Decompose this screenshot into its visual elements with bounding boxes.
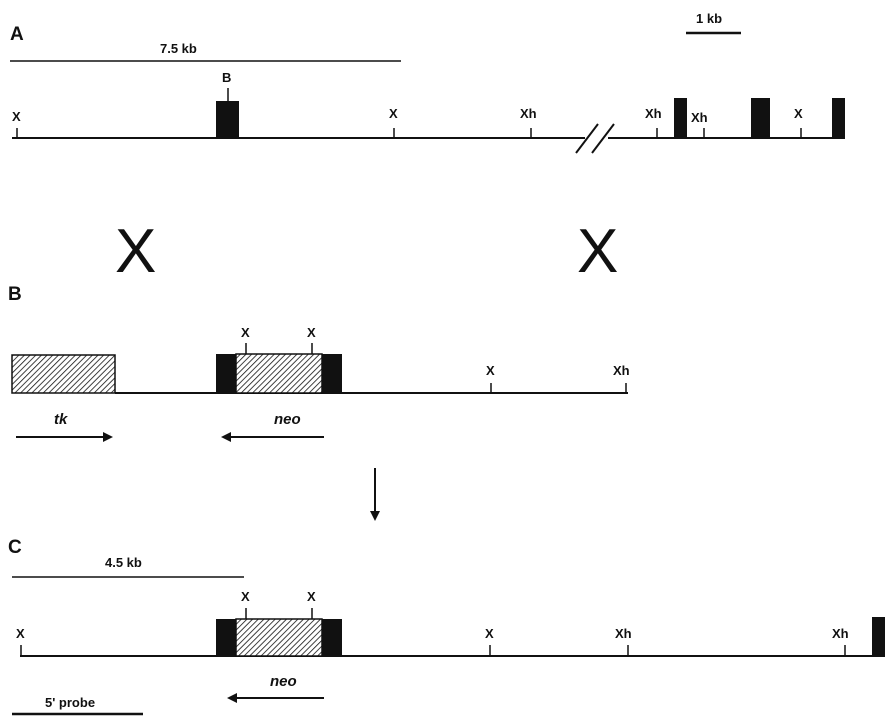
panel-a: A 7.5 kb 1 kb B X X Xh Xh Xh X bbox=[10, 11, 845, 154]
exon-a2 bbox=[674, 98, 687, 138]
exon-b-right bbox=[322, 354, 342, 393]
site-x-label: X bbox=[12, 109, 21, 124]
panel-label-a: A bbox=[10, 24, 24, 45]
exon-a4 bbox=[832, 98, 845, 138]
site-x-label: X bbox=[485, 626, 494, 641]
site-x-label: X bbox=[16, 626, 25, 641]
break-mark-1 bbox=[575, 123, 599, 154]
scale-label-7-5kb: 7.5 kb bbox=[160, 41, 197, 56]
panel-c: C 4.5 kb X X X X Xh Xh neo 5' probe bbox=[8, 537, 885, 716]
site-x-label: X bbox=[307, 589, 316, 604]
scale-label-4-5kb: 4.5 kb bbox=[105, 555, 142, 570]
site-xh-label: Xh bbox=[691, 110, 708, 125]
site-x-label: X bbox=[241, 589, 250, 604]
gene-label-tk: tk bbox=[54, 411, 68, 428]
site-x-label: X bbox=[486, 363, 495, 378]
site-x-label: X bbox=[389, 106, 398, 121]
exon-c-left bbox=[216, 619, 236, 656]
site-x-label: X bbox=[307, 325, 316, 340]
panel-label-b: B bbox=[8, 284, 22, 305]
site-b-label: B bbox=[222, 70, 231, 85]
exon-a3 bbox=[751, 98, 770, 138]
site-xh-label: Xh bbox=[645, 106, 662, 121]
panel-b: B X X X Xh tk neo bbox=[8, 284, 630, 442]
gene-label-neo: neo bbox=[270, 673, 297, 690]
probe-label: 5' probe bbox=[45, 695, 95, 710]
exon-a1 bbox=[216, 101, 239, 138]
scale-bar-label-1kb: 1 kb bbox=[696, 11, 722, 26]
neo-cassette-targeted bbox=[235, 618, 323, 657]
crossover-mark-left: X bbox=[115, 217, 156, 286]
crossover-mark-right: X bbox=[577, 217, 618, 286]
exon-c-end bbox=[872, 617, 885, 656]
neo-cassette bbox=[235, 353, 323, 394]
gene-label-neo: neo bbox=[274, 411, 301, 428]
tk-cassette bbox=[11, 354, 116, 394]
exon-b-left bbox=[216, 354, 236, 393]
site-xh-label: Xh bbox=[832, 626, 849, 641]
site-x-label: X bbox=[794, 106, 803, 121]
exon-c-right bbox=[322, 619, 342, 656]
break-mark-2 bbox=[591, 123, 615, 154]
site-xh-label: Xh bbox=[613, 363, 630, 378]
site-x-label: X bbox=[241, 325, 250, 340]
panel-label-c: C bbox=[8, 537, 22, 558]
site-xh-label: Xh bbox=[520, 106, 537, 121]
site-xh-label: Xh bbox=[615, 626, 632, 641]
